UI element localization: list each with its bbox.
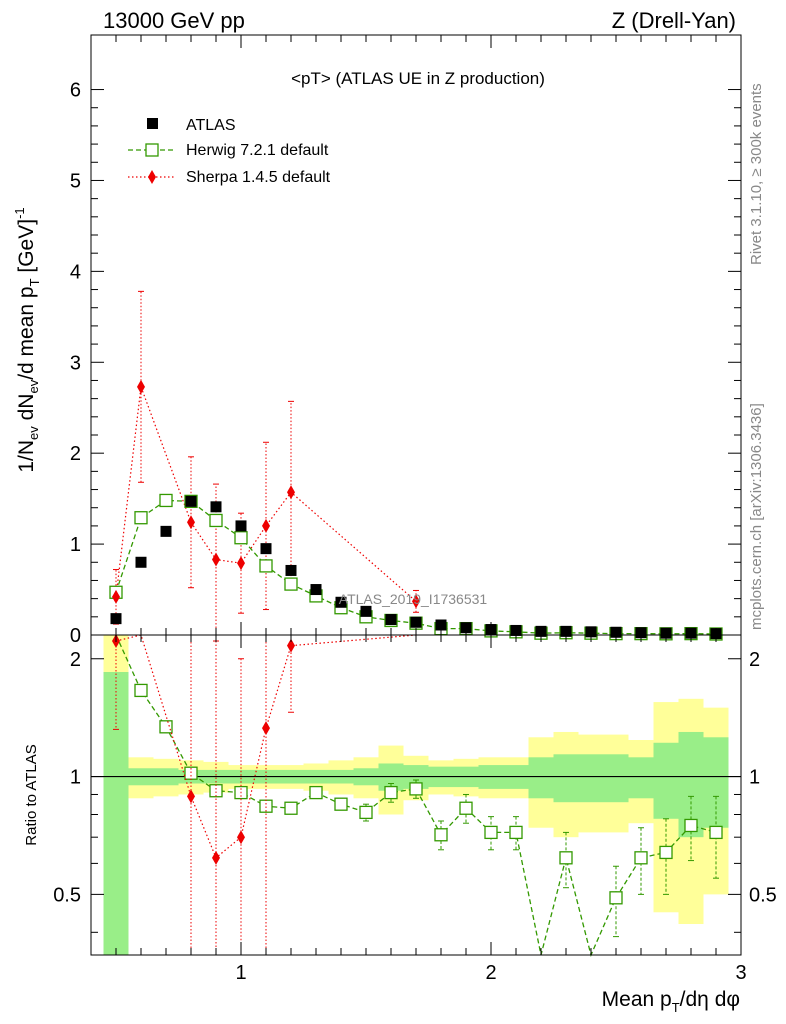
legend-sherpa-label: Sherpa 1.4.5 default	[186, 169, 331, 186]
y-tick-label: 5	[70, 170, 81, 192]
legend: ATLAS Herwig 7.2.1 default Sherpa 1.4.5 …	[128, 117, 331, 186]
herwig-point	[284, 577, 298, 591]
ratio-y-tick-label: 1	[70, 767, 81, 789]
atlas-point	[285, 564, 297, 576]
atlas-point	[385, 614, 397, 626]
herwig-ratio-point	[484, 825, 498, 840]
x-tick-label: 2	[485, 962, 496, 984]
sherpa-point	[212, 552, 220, 567]
atlas-point	[135, 556, 147, 568]
herwig-point	[259, 559, 273, 573]
herwig-point	[134, 511, 148, 525]
y-tick-label: 6	[70, 80, 81, 102]
herwig-ratio-point	[409, 782, 423, 796]
sherpa-point	[412, 594, 420, 609]
ratio-y-tick-label-right: 0.5	[749, 884, 777, 906]
x-axis-title: Mean pT/dη dφ	[602, 988, 740, 1015]
sherpa-point	[237, 556, 245, 571]
sherpa-point	[187, 515, 195, 530]
process-label: Z (Drell-Yan)	[612, 8, 736, 33]
herwig-ratio-point	[559, 851, 573, 865]
herwig-ratio-point	[709, 825, 723, 840]
ratio-panel: 0.5 0.5 1 1 2 2 1 2 3	[53, 634, 777, 984]
ratio-axis-title: Ratio to ATLAS	[23, 744, 40, 845]
atlas-point	[360, 605, 372, 617]
legend-herwig-label: Herwig 7.2.1 default	[186, 142, 329, 159]
sherpa-ratio-point	[262, 721, 270, 736]
sherpa-ratio-point	[187, 789, 195, 804]
herwig-ratio-point	[209, 784, 223, 798]
sherpa-ratio-point	[237, 830, 245, 845]
sherpa-point	[112, 589, 120, 604]
ratio-y-tick-label-right: 2	[749, 649, 760, 671]
sherpa-point	[137, 379, 145, 394]
atlas-point	[235, 520, 247, 532]
sherpa-line	[115, 386, 417, 602]
ratio-y-tick-label: 0.5	[53, 884, 81, 906]
y-tick-label: 2	[70, 443, 81, 465]
herwig-point	[159, 493, 173, 508]
collision-label: 13000 GeV pp	[103, 8, 245, 33]
atlas-point	[260, 543, 272, 555]
atlas-band-inner	[628, 757, 654, 799]
legend-herwig-marker	[145, 143, 159, 157]
legend-sherpa-marker	[148, 170, 156, 184]
y-tick-label: 3	[70, 352, 81, 374]
y-tick-label: 4	[70, 261, 81, 283]
herwig-ratio-point	[284, 801, 298, 815]
sherpa-ratio-line	[115, 634, 417, 859]
herwig-line	[115, 499, 717, 635]
atlas-point	[210, 501, 222, 513]
atlas-band-inner	[653, 742, 679, 819]
sherpa-ratio-point	[287, 638, 295, 653]
sherpa-point	[262, 518, 270, 533]
herwig-ratio-point	[634, 851, 648, 865]
plot-title: <pT> (ATLAS UE in Z production)	[291, 69, 545, 88]
atlas-point	[460, 622, 472, 634]
herwig-ratio-point	[459, 801, 473, 815]
mcplots-info: mcplots.cern.ch [arXiv:1306.3436]	[748, 403, 765, 630]
herwig-ratio-point	[684, 818, 698, 833]
herwig-ratio-point	[609, 891, 623, 905]
herwig-ratio-point	[159, 720, 173, 734]
analysis-watermark: ATLAS_2019_I1736531	[339, 591, 488, 607]
herwig-ratio-point	[509, 825, 523, 840]
herwig-ratio-point	[434, 828, 448, 842]
atlas-point	[160, 525, 172, 537]
atlas-band-inner	[603, 754, 629, 803]
herwig-ratio-point	[134, 683, 148, 698]
herwig-ratio-point	[384, 785, 398, 800]
legend-atlas-marker	[147, 118, 158, 129]
legend-atlas-label: ATLAS	[186, 117, 236, 134]
x-tick-label: 3	[735, 962, 746, 984]
atlas-band-inner	[553, 754, 579, 803]
atlas-band-inner	[528, 757, 554, 799]
y-tick-label: 1	[70, 534, 81, 556]
herwig-point	[209, 513, 223, 528]
atlas-band-inner	[103, 672, 129, 955]
y-tick-label: 0	[70, 625, 81, 647]
rivet-info: Rivet 3.1.10, ≥ 300k events	[748, 83, 765, 265]
herwig-ratio-point	[334, 797, 348, 811]
atlas-point	[435, 619, 447, 631]
atlas-point	[310, 584, 322, 596]
atlas-point	[110, 613, 122, 625]
herwig-ratio-point	[659, 845, 673, 860]
herwig-ratio-point	[359, 805, 373, 820]
sherpa-ratio-point	[212, 850, 220, 865]
ratio-y-tick-label: 2	[70, 649, 81, 671]
x-tick-label: 1	[235, 962, 246, 984]
atlas-point	[185, 495, 197, 507]
ratio-y-tick-label-right: 1	[749, 767, 760, 789]
sherpa-point	[287, 485, 295, 500]
herwig-point	[234, 531, 248, 545]
y-axis-title: 1/Nev dNev/d mean pT [GeV]-1	[12, 207, 42, 472]
atlas-point	[335, 596, 347, 608]
herwig-ratio-point	[309, 785, 323, 800]
atlas-point	[410, 616, 422, 628]
atlas-band-inner	[578, 754, 604, 803]
